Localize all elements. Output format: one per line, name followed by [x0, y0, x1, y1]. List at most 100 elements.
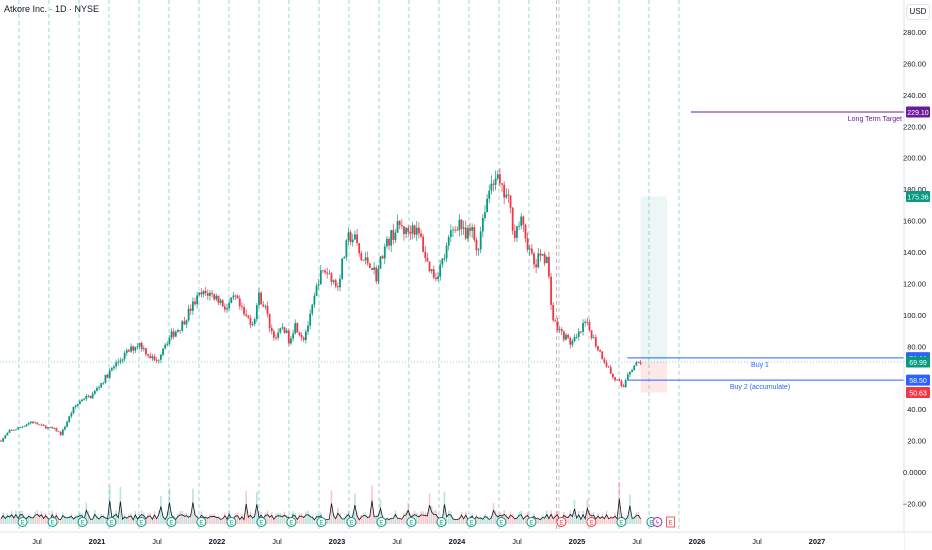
candle-body [554, 320, 557, 322]
earnings-marker-letter: E [229, 521, 233, 527]
volume-bar [405, 511, 407, 524]
volume-bar [270, 512, 273, 524]
volume-bar [516, 517, 518, 524]
position-target-zone [640, 196, 667, 363]
candle-body [241, 306, 243, 308]
candle-body [219, 300, 222, 303]
volume-bar [520, 510, 523, 524]
volume-bar [192, 488, 194, 524]
candle-body [633, 365, 636, 371]
candle-body [332, 280, 335, 282]
volume-bar [294, 513, 297, 524]
earnings-markers[interactable]: EEEEEEEEEEEEEEEEEEEEEEEϟE [0, 516, 675, 528]
price-tick-label: 160.00 [903, 217, 926, 226]
symbol-legend[interactable]: Atkore Inc. · 1D · NYSE [4, 4, 100, 14]
candle-body [170, 331, 173, 338]
candle-body [153, 356, 156, 361]
candle-body [236, 295, 239, 299]
candle-body [72, 406, 75, 414]
candle-body [458, 219, 461, 231]
candle-body [283, 327, 286, 333]
candle-body [83, 399, 86, 400]
candle-body [44, 425, 47, 429]
volume-bar [234, 513, 237, 524]
volume-bar [386, 517, 388, 524]
time-axis[interactable]: Jul 2021 Jul 2022 Jul 2023 Jul 2024 Jul 2025 Jul 20… [0, 531, 932, 550]
time-tick-label: 2027 [809, 537, 826, 546]
candle-body [394, 232, 397, 240]
candle-body [516, 226, 518, 238]
volume-bar [155, 518, 158, 524]
volume-bar [526, 512, 529, 524]
volume-bar [179, 511, 181, 524]
split-event-glyph: ϟ [655, 520, 659, 527]
horizontal-levels[interactable]: Long Term Target Buy 1 Buy 2 (accumulate) [627, 111, 904, 391]
candle-body [586, 321, 589, 323]
volume-bar [70, 513, 73, 524]
volume-bar [311, 515, 314, 524]
earnings-marker-letter: E [349, 521, 353, 527]
volume-bar [447, 510, 450, 524]
earnings-marker-icon [47, 517, 58, 527]
volume-bar [72, 518, 75, 524]
currency-button[interactable]: USD [906, 4, 930, 20]
volume-bar [76, 514, 79, 524]
volume-bar [128, 514, 130, 524]
candle-body [117, 361, 120, 363]
volume-bar [456, 519, 459, 524]
volume-bar [219, 519, 222, 524]
volume-bar [511, 514, 514, 524]
volume-bar [44, 512, 47, 524]
volume-bar [388, 519, 390, 524]
candle-body [537, 253, 540, 268]
volume-bar [373, 514, 375, 524]
earnings-marker-icon [406, 517, 417, 527]
volume-bar [539, 519, 542, 524]
price-series [0, 168, 642, 443]
volume-bar [635, 512, 638, 524]
volume-bar [211, 514, 213, 524]
candle-body [223, 306, 226, 310]
candle-body [290, 338, 292, 344]
candle-body [467, 228, 469, 239]
candle-body [10, 429, 13, 431]
candle-body [460, 219, 463, 229]
volume-bar [215, 516, 218, 524]
volume-bar [315, 514, 318, 524]
candle-body [59, 431, 62, 435]
earnings-marker-icon [556, 517, 567, 527]
volume-bar [32, 516, 34, 524]
candle-body [209, 292, 211, 296]
volume-bar [550, 510, 552, 524]
time-tick-label: Jul [32, 537, 42, 546]
earnings-marker-icon [106, 517, 117, 527]
candle-body [234, 295, 237, 297]
candle-body [160, 354, 162, 360]
volume-bar [300, 513, 303, 524]
candle-body [597, 346, 599, 351]
volume-bar [354, 493, 356, 524]
volume-bar [275, 513, 277, 524]
earnings-marker-icon [526, 517, 537, 527]
candle-body [115, 362, 118, 367]
candle-body [317, 284, 320, 286]
candle-body [19, 427, 22, 429]
candle-body [479, 231, 482, 250]
candle-body [398, 220, 401, 226]
candle-body [590, 330, 593, 339]
candle-body [511, 207, 514, 231]
candle-body [262, 304, 265, 307]
volume-bar [571, 513, 574, 524]
volume-bar [420, 511, 422, 524]
volume-bar [157, 510, 160, 524]
earnings-marker-icon [166, 517, 177, 527]
candle-body [204, 290, 207, 294]
level-label: Long Term Target [848, 116, 902, 123]
volume-bar [27, 513, 30, 524]
volume-bar [0, 517, 2, 524]
price-axis[interactable]: −20.000.000020.0040.0060.0080.00100.0012… [903, 0, 932, 550]
long-position-tool[interactable] [640, 196, 667, 393]
candle-body [618, 379, 621, 381]
volume-bar [390, 517, 392, 524]
